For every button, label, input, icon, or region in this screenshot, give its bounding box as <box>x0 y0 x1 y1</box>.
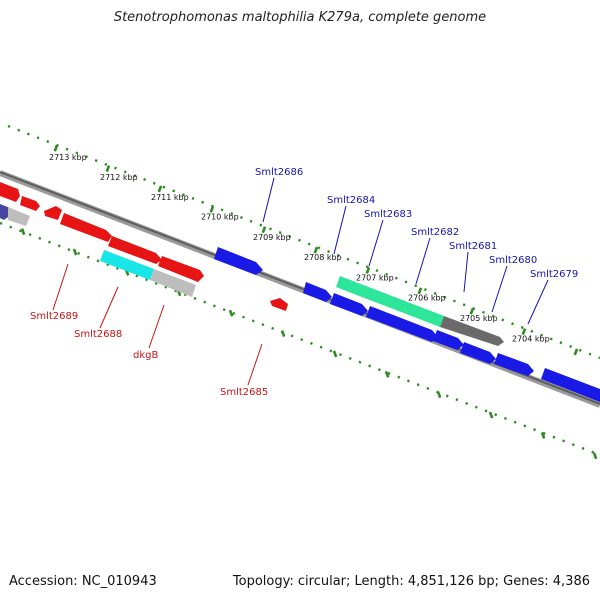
gene-smlt2681[interactable] <box>433 330 464 350</box>
label-smlt2683[interactable]: Smlt2683 <box>364 209 412 220</box>
gene-smlt2683[interactable] <box>330 293 368 316</box>
genome-summary-text: Topology: circular; Length: 4,851,126 bp… <box>232 574 590 589</box>
map-title: Stenotrophomonas maltophilia K279a, comp… <box>113 10 487 25</box>
gene-teal-operon[interactable] <box>336 276 444 327</box>
gene-leader-lines <box>52 177 549 386</box>
gene-gray-edge[interactable] <box>8 207 30 226</box>
label-smlt2689[interactable]: Smlt2689 <box>30 311 78 322</box>
inner-major-tick <box>436 391 442 399</box>
kbp-label: 2713 kbp <box>49 153 87 162</box>
gene-leader-line <box>333 205 347 255</box>
gene-smlt2685[interactable] <box>270 298 288 311</box>
label-smlt2688[interactable]: Smlt2688 <box>74 329 122 340</box>
gene-leader-line <box>415 237 431 285</box>
outer-major-tick <box>417 287 423 295</box>
gene-leader-line <box>527 279 549 325</box>
label-smlt2684[interactable]: Smlt2684 <box>327 195 375 206</box>
accession-text: Accession: NC_010943 <box>9 574 157 589</box>
label-smlt2681[interactable]: Smlt2681 <box>449 241 497 252</box>
kbp-label: 2709 kbp <box>253 233 291 242</box>
kbp-label: 2711 kbp <box>151 193 189 202</box>
gene-smlt2680[interactable] <box>460 342 496 364</box>
label-smlt2686[interactable]: Smlt2686 <box>255 167 303 178</box>
inner-major-tick <box>332 350 338 358</box>
gene-smlt2688[interactable] <box>100 250 154 280</box>
gene-smlt2684[interactable] <box>303 282 332 302</box>
kbp-label: 2705 kbp <box>460 314 498 323</box>
gene-smlt2682[interactable] <box>366 306 438 342</box>
gene-red-3[interactable] <box>44 206 62 220</box>
gene-dark-operon[interactable] <box>440 316 504 346</box>
outer-major-tick <box>313 246 319 254</box>
inner-major-tick <box>592 452 598 460</box>
gene-smlt2688-red[interactable] <box>108 236 162 264</box>
outer-major-tick <box>157 185 163 193</box>
outer-major-tick <box>521 328 527 336</box>
inner-major-tick <box>488 411 494 419</box>
kbp-label: 2704 kbp <box>512 334 550 343</box>
gene-leader-line <box>52 263 69 311</box>
label-smlt2682[interactable]: Smlt2682 <box>411 227 459 238</box>
kbp-label: 2708 kbp <box>304 253 342 262</box>
inner-major-tick <box>384 370 390 378</box>
inner-major-tick <box>540 431 546 439</box>
gene-dkgb[interactable] <box>150 269 196 297</box>
kbp-label: 2710 kbp <box>201 213 239 222</box>
inner-major-tick <box>228 309 234 317</box>
gene-dkgb-red[interactable] <box>158 256 204 282</box>
gene-leader-line <box>247 343 263 386</box>
gene-smlt2686[interactable] <box>214 247 263 275</box>
kbp-label: 2707 kbp <box>356 273 394 282</box>
outer-major-tick <box>573 348 579 356</box>
inner-major-tick <box>280 330 286 337</box>
scale-ticks <box>20 144 598 460</box>
label-dkgb[interactable]: dkgB <box>133 350 158 361</box>
outer-major-tick <box>469 307 475 315</box>
label-smlt2680[interactable]: Smlt2680 <box>489 255 537 266</box>
gene-blue-edge[interactable] <box>541 368 600 402</box>
outer-major-tick <box>105 165 111 173</box>
outer-major-tick <box>365 267 371 274</box>
gene-leader-line <box>368 219 384 267</box>
gene-leader-line <box>463 251 469 293</box>
scale-labels: 2713 kbp 2712 kbp 2711 kbp 2710 kbp 2709 kbp… <box>49 153 550 343</box>
gene-red-edge-1[interactable] <box>0 182 20 202</box>
gene-leader-line <box>99 286 119 329</box>
kbp-label: 2712 kbp <box>100 173 138 182</box>
inner-major-tick <box>20 228 26 236</box>
gene-leader-line <box>262 177 275 223</box>
gene-red-edge-2[interactable] <box>20 196 40 211</box>
label-smlt2685[interactable]: Smlt2685 <box>220 387 268 398</box>
gene-features <box>0 182 600 402</box>
gene-leader-line <box>148 304 165 349</box>
outer-major-tick <box>261 226 267 234</box>
gene-smlt2679[interactable] <box>494 353 534 376</box>
label-smlt2679[interactable]: Smlt2679 <box>530 269 578 280</box>
kbp-label: 2706 kbp <box>408 294 446 303</box>
outer-scale-ruler <box>7 124 600 360</box>
inner-major-tick <box>72 248 78 256</box>
outer-major-tick <box>53 144 59 152</box>
gene-leader-line <box>491 265 508 313</box>
gene-smlt2689[interactable] <box>60 213 112 242</box>
outer-major-tick <box>209 205 215 213</box>
